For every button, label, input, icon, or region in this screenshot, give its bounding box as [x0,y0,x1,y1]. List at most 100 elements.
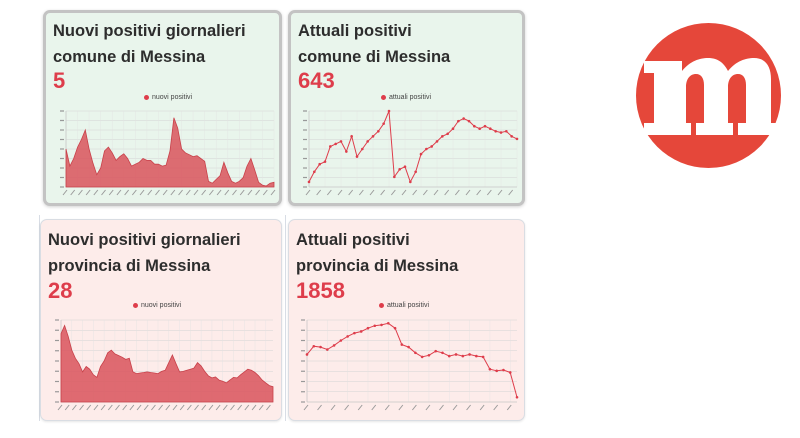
x-tick [237,404,243,411]
x-tick [305,189,311,196]
data-point [334,142,337,146]
card-value: 1858 [296,278,345,303]
x-tick [508,189,514,196]
data-point [434,349,438,353]
x-tick [251,404,257,411]
data-point [350,135,353,138]
data-point [515,395,519,399]
x-tick [266,404,271,411]
x-tick [79,404,84,411]
x-tick [439,404,444,411]
card-nuovi-comune: Nuovi positivi giornalieri comune di Mes… [43,10,282,206]
line-series [306,322,518,398]
legend-dot-icon [133,302,138,308]
x-tick [147,189,153,196]
data-point [475,354,478,358]
x-tick [479,404,485,411]
data-point [339,339,343,342]
x-tick [186,404,192,411]
data-point [447,354,451,358]
data-point [387,109,391,113]
data-point [407,345,410,349]
card-attuali-comune: Attuali positivi comune di Messina 643 a… [288,10,525,206]
x-tick [380,189,386,196]
x-tick [85,189,91,196]
x-tick [151,404,156,411]
data-point [451,127,455,131]
x-tick [170,189,176,196]
data-point [382,122,385,125]
x-tick [401,189,407,196]
x-tick [93,404,99,411]
x-tick [369,189,375,196]
x-tick [194,404,199,411]
x-tick [497,189,503,196]
data-point [313,170,316,174]
x-tick [422,189,428,196]
x-tick [178,189,183,196]
card-title: Nuovi positivi giornalieri comune di Mes… [53,22,246,66]
x-tick [390,189,396,196]
data-point [420,355,424,359]
legend-dot-icon [144,94,149,100]
x-tick [452,404,458,411]
x-tick [179,404,185,411]
x-tick [398,404,404,411]
x-tick [232,189,237,196]
x-tick [62,189,68,196]
line-series [308,110,518,184]
data-point [419,152,423,156]
x-tick [303,404,309,411]
x-tick [155,189,160,196]
data-point [495,369,498,373]
x-tick [78,189,83,196]
x-tick [384,404,390,411]
x-tick [201,404,207,411]
data-point [359,330,363,333]
data-point [318,162,321,166]
x-tick [411,404,417,411]
data-point [510,135,513,138]
data-point [398,167,401,171]
x-tick [193,189,199,196]
data-point [462,117,465,120]
x-tick [244,404,250,411]
x-tick [136,404,142,411]
m-logo-glyph-icon [644,58,778,139]
x-tick [493,404,499,411]
data-point [483,124,487,128]
data-point [403,165,407,169]
data-point [346,335,349,338]
card-value: 28 [48,278,73,303]
x-tick [358,189,364,196]
x-tick [486,189,492,196]
m-logo-icon [636,23,781,168]
chart-legend: nuovi positivi [133,302,181,309]
data-point [326,348,329,351]
data-point [361,147,364,151]
data-point [473,124,476,128]
card-value: 643 [298,68,335,93]
data-point [414,170,417,174]
x-tick [116,189,122,196]
data-point [441,351,444,355]
x-tick [115,404,120,411]
x-tick [222,404,228,411]
card-nuovi-provincia: Nuovi positivi giornalieri provincia di … [40,219,282,421]
data-point [307,180,311,184]
data-point [446,132,449,136]
chart-nuovi-provincia [55,319,274,411]
data-point [380,323,383,327]
x-tick [172,404,178,411]
card-title: Nuovi positivi giornalieri provincia di … [48,231,241,275]
x-tick [100,404,106,411]
data-point [393,326,397,330]
data-point [323,160,327,163]
data-point [461,354,465,358]
x-tick [86,404,92,411]
data-point [409,180,412,184]
x-tick [348,189,354,196]
data-point [502,368,505,372]
x-tick [326,189,332,196]
data-point [345,150,348,153]
